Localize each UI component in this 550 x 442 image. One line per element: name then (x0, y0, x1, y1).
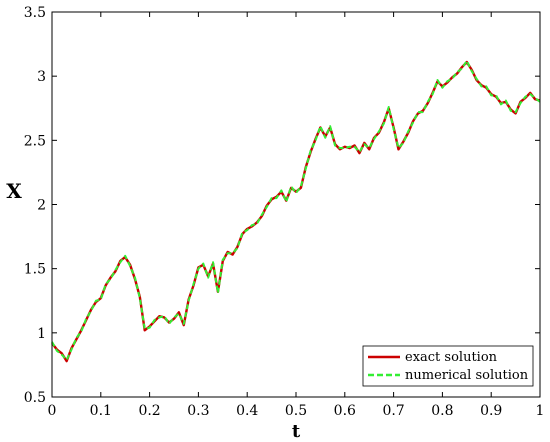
y-tick-label: 3.5 (24, 5, 46, 21)
y-tick-label: 1.5 (24, 262, 46, 278)
plot-frame (51, 11, 541, 398)
legend-label-numerical-solution: numerical solution (405, 368, 529, 383)
y-tick-label: 2 (37, 198, 46, 214)
x-tick-label: 0.8 (431, 403, 453, 419)
x-tick-label: 0.2 (138, 403, 160, 419)
y-tick-label: 0.5 (24, 390, 46, 406)
x-tick-label: 0.4 (236, 403, 258, 419)
y-tick-label: 1 (37, 326, 46, 342)
x-tick-label: 0.7 (382, 403, 404, 419)
legend-label-exact-solution: exact solution (405, 350, 498, 365)
ticks-layer: 0 0.1 0.2 0.3 0.4 0.5 0.6 0.7 0.8 0.9 1 0.5 1 1.5 2 2.5… (24, 5, 545, 419)
y-tick-label: 3 (37, 69, 46, 85)
x-tick-label: 0.3 (187, 403, 209, 419)
x-tick-label: 0.9 (480, 403, 502, 419)
legend-box (362, 345, 534, 387)
x-tick-label: 0.1 (90, 403, 112, 419)
legend: exact solution numerical solution (362, 345, 534, 387)
y-tick-label: 2.5 (24, 133, 46, 149)
x-axis-label: t (292, 421, 301, 442)
y-axis-label: X (6, 179, 22, 203)
x-tick-label: 0.6 (334, 403, 356, 419)
plot-area (52, 12, 540, 397)
x-tick-label: 0.5 (285, 403, 307, 419)
series-line-numerical-solution (51, 59, 541, 361)
series-layer (51, 59, 541, 363)
x-tick-label: 1 (536, 403, 545, 419)
x-tick-label: 0 (48, 403, 57, 419)
